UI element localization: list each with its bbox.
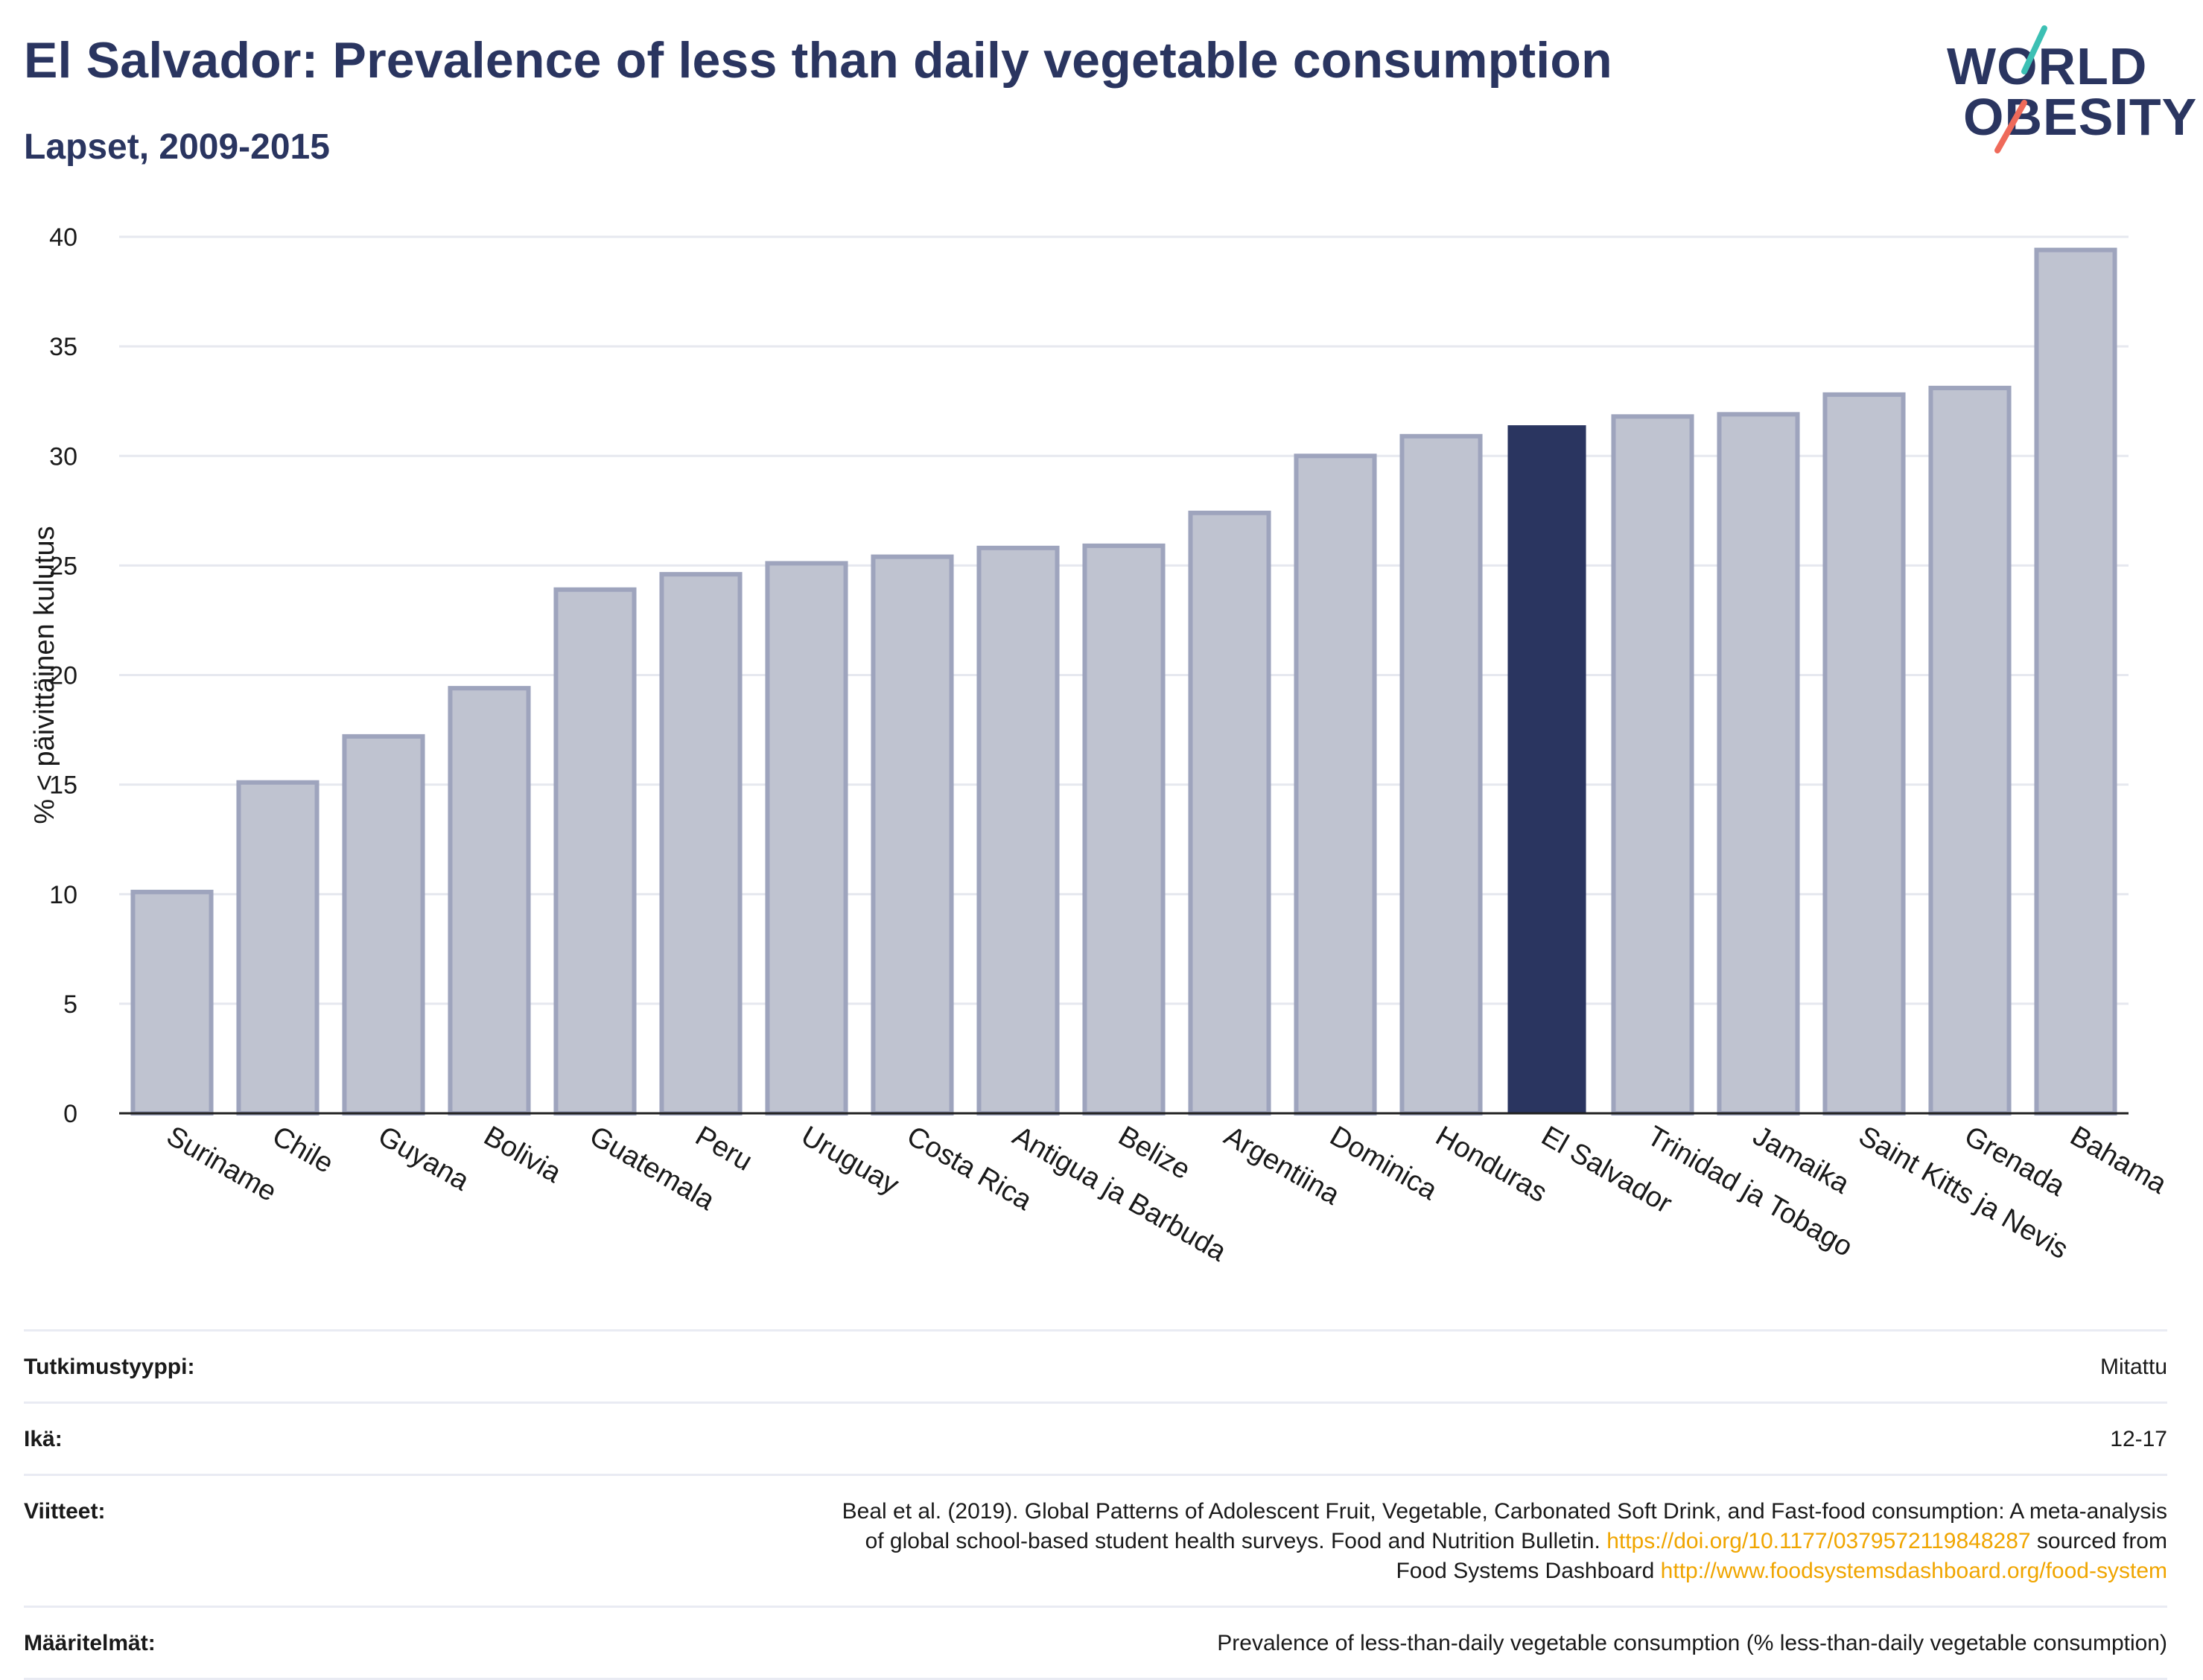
- bar-bahama: [2034, 247, 2117, 1116]
- doi-link[interactable]: https://doi.org/10.1177/0379572119848287: [1606, 1529, 2031, 1553]
- y-tick-label: 5: [63, 990, 77, 1019]
- x-tick-label: Uruguay: [796, 1120, 904, 1200]
- y-tick-label: 10: [49, 881, 77, 909]
- meta-value: Prevalence of less-than-daily vegetable …: [1217, 1631, 2167, 1655]
- bar-guyana: [342, 734, 425, 1116]
- y-tick-label: 35: [49, 333, 77, 361]
- bar-guatemala: [553, 587, 637, 1116]
- page-subtitle: Lapset, 2009-2015: [24, 127, 330, 167]
- sourced-from-text: sourced from: [2036, 1529, 2167, 1553]
- meta-row-study-type: Tutkimustyyppi: Mitattu: [24, 1329, 2167, 1401]
- x-tick-label: Chile: [267, 1120, 339, 1180]
- y-axis-title: % < päivittäinen kulutus: [29, 526, 60, 824]
- source-name-text: Food Systems Dashboard: [1396, 1559, 1655, 1583]
- bar-chart: 0 5 10 15 20 25 30 35 40 % < päivittäinen kulutus…: [29, 223, 2172, 1268]
- y-tick-label: 0: [63, 1100, 77, 1128]
- x-tick-label: Peru: [690, 1120, 758, 1177]
- y-tick-label: 20: [49, 662, 77, 690]
- y-tick-label: 30: [49, 442, 77, 471]
- y-tick-label: 40: [49, 223, 77, 252]
- x-tick-label: Bahama: [2065, 1120, 2172, 1200]
- x-tick-label: Dominica: [1325, 1120, 1443, 1206]
- logo-line-2: OBESITY: [1963, 88, 2198, 146]
- world-obesity-logo: WORLD OBESITY: [1936, 22, 2196, 156]
- x-tick-label: Suriname: [162, 1120, 282, 1208]
- metadata-table: Tutkimustyyppi: Mitattu Ikä: 12-17 Viitt…: [24, 1329, 2167, 1680]
- meta-row-definitions: Määritelmät: Prevalence of less-than-dai…: [24, 1606, 2167, 1680]
- meta-label: Tutkimustyyppi:: [24, 1355, 195, 1379]
- bar-uruguay: [765, 561, 848, 1116]
- bar-bolivia: [448, 686, 531, 1116]
- bar-antigua-ja-barbuda: [976, 545, 1060, 1116]
- x-tick-label: Argentiina: [1219, 1120, 1346, 1211]
- reference-text-line-1: Beal et al. (2019). Global Patterns of A…: [842, 1499, 2167, 1524]
- source-link[interactable]: http://www.foodsystemsdashboard.org/food…: [1660, 1559, 2167, 1583]
- meta-value: Mitattu: [2099, 1355, 2167, 1379]
- meta-label: Ikä:: [24, 1427, 63, 1451]
- bar-chile: [236, 780, 320, 1116]
- meta-label: Määritelmät:: [24, 1631, 156, 1655]
- bar-trinidad-ja-tobago: [1611, 414, 1694, 1116]
- meta-row-age: Ikä: 12-17: [24, 1401, 2167, 1474]
- x-tick-label: Bolivia: [479, 1120, 568, 1189]
- meta-value: 12-17: [2110, 1427, 2167, 1451]
- meta-value: Beal et al. (2019). Global Patterns of A…: [337, 1497, 2167, 1586]
- bar-grenada: [1928, 386, 2012, 1116]
- y-tick-label: 25: [49, 552, 77, 580]
- bar-el-salvador: [1507, 425, 1586, 1113]
- bar-jamaika: [1717, 412, 1800, 1116]
- bar-argentiina: [1188, 510, 1271, 1116]
- bar-saint-kitts-ja-nevis: [1822, 392, 1906, 1116]
- x-tick-label: Guyana: [373, 1120, 475, 1197]
- bar-honduras: [1399, 433, 1483, 1116]
- reference-text-line-2: of global school-based student health su…: [865, 1529, 1600, 1553]
- x-tick-label: Honduras: [1431, 1120, 1553, 1209]
- logo-slash-icon: [1994, 25, 2047, 153]
- meta-row-references: Viitteet: Beal et al. (2019). Global Pat…: [24, 1474, 2167, 1606]
- logo-line-1: WORLD: [1947, 37, 2148, 95]
- page-title: El Salvador: Prevalence of less than dai…: [24, 32, 1612, 89]
- bar-costa-rica: [871, 554, 954, 1116]
- bar-peru: [659, 572, 743, 1116]
- bar-suriname: [130, 889, 214, 1116]
- bar-belize: [1082, 543, 1166, 1116]
- y-tick-label: 15: [49, 771, 77, 800]
- meta-label: Viitteet:: [24, 1499, 106, 1524]
- x-tick-label: Belize: [1113, 1120, 1196, 1186]
- bar-dominica: [1294, 454, 1377, 1116]
